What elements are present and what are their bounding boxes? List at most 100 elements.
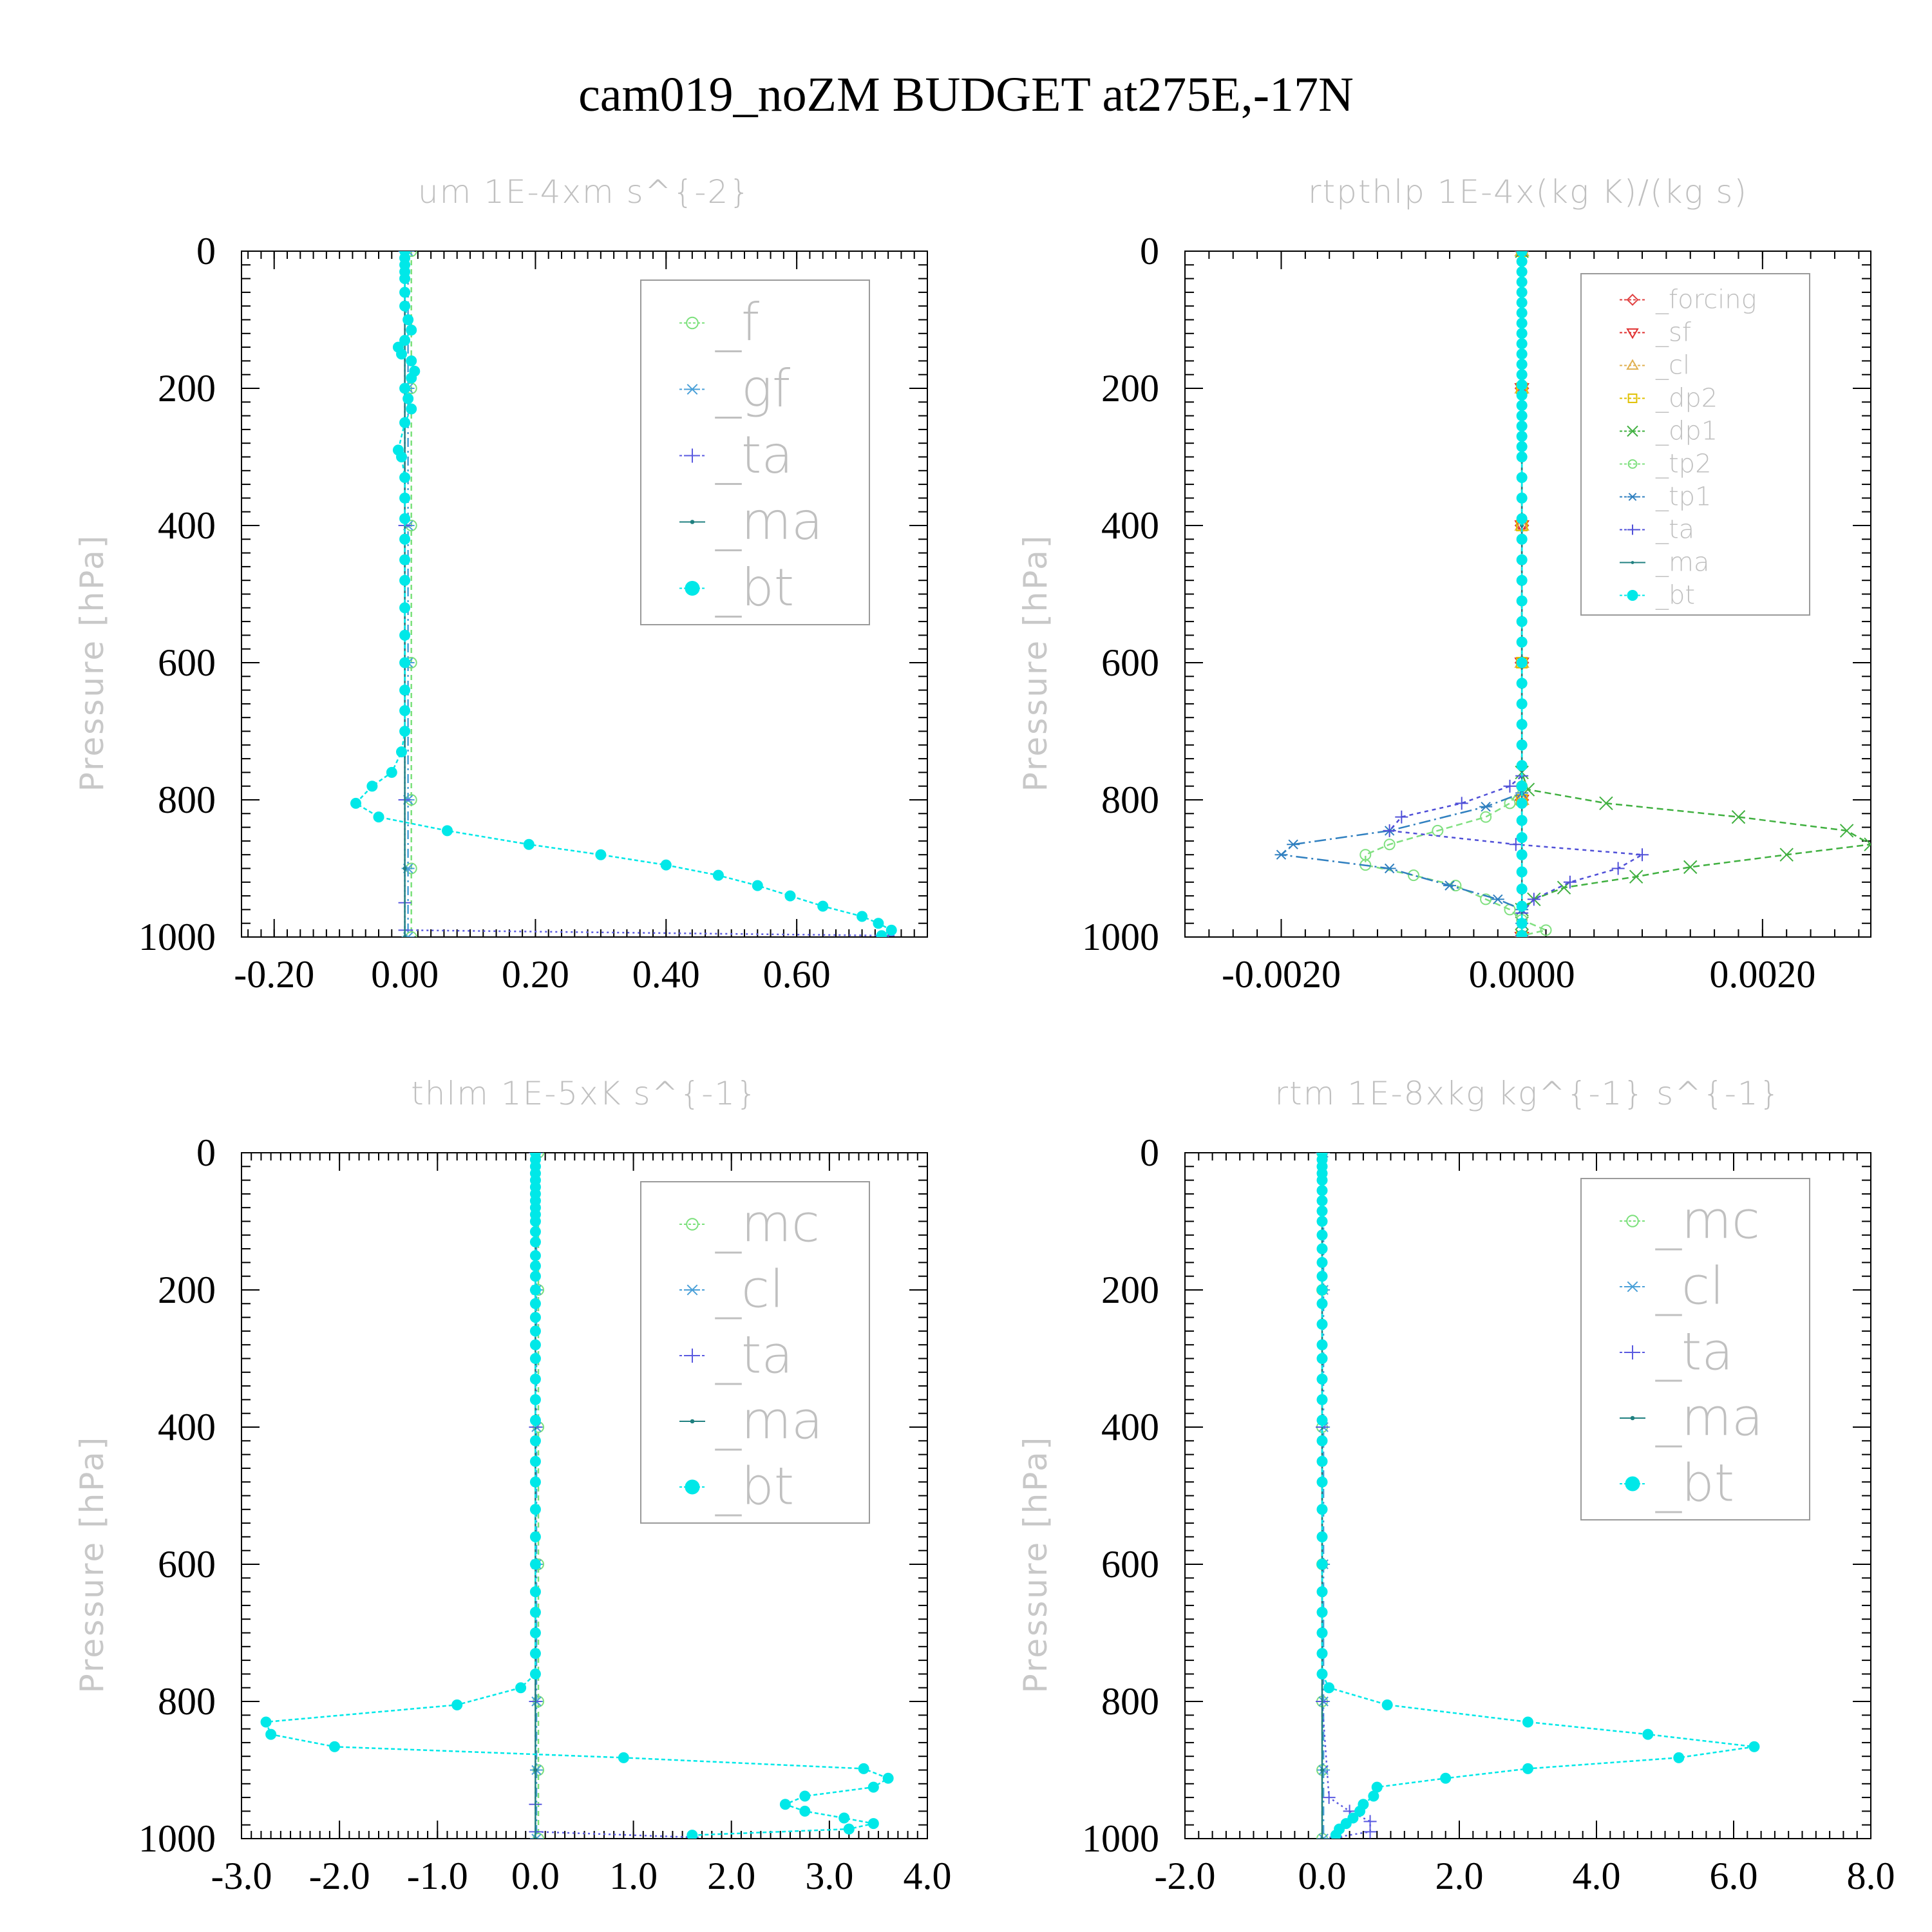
data-point-bt bbox=[1516, 677, 1528, 689]
data-point-bt bbox=[265, 1728, 277, 1740]
x-tick-label: 8.0 bbox=[1847, 1855, 1895, 1897]
data-point-dp1 bbox=[1731, 810, 1746, 824]
data-point-tp2 bbox=[1480, 893, 1492, 905]
data-point-bt bbox=[529, 1216, 541, 1227]
data-point-tp2 bbox=[1408, 869, 1419, 882]
data-point-bt bbox=[873, 918, 884, 929]
y-tick-label: 600 bbox=[1101, 1543, 1159, 1586]
legend: _f _gf_ta_ma _bt bbox=[640, 279, 870, 625]
data-point-bt bbox=[529, 1373, 541, 1385]
legend-label-ma: _ma bbox=[1655, 548, 1709, 578]
data-point-bt bbox=[1516, 338, 1528, 350]
data-point-bt bbox=[1748, 1741, 1760, 1752]
data-point-bt bbox=[858, 1763, 869, 1774]
data-point-bt bbox=[1316, 1607, 1328, 1618]
data-point-bt bbox=[1368, 1790, 1379, 1802]
data-point-bt bbox=[1316, 1195, 1328, 1207]
y-tick-label: 200 bbox=[158, 1269, 216, 1311]
data-point-bt bbox=[399, 657, 411, 668]
x-tick-label: 0.00 bbox=[371, 953, 439, 996]
data-point-bt bbox=[1516, 317, 1528, 329]
data-point-bt bbox=[399, 334, 411, 346]
plot-area bbox=[1274, 251, 1871, 937]
data-point-bt bbox=[1516, 348, 1528, 360]
data-point-tp1 bbox=[1274, 849, 1288, 860]
x-tick-label: 0.0 bbox=[1298, 1855, 1347, 1897]
data-point-bt bbox=[1516, 431, 1528, 442]
panel-title: thlm 1E-5xK s^{-1} bbox=[411, 1075, 758, 1112]
data-point-bt bbox=[1316, 1668, 1328, 1680]
data-point-bt bbox=[1316, 1353, 1328, 1364]
legend-marker-ta bbox=[685, 448, 699, 463]
data-point-bt bbox=[1516, 719, 1528, 730]
y-tick-label: 1000 bbox=[138, 1817, 216, 1860]
panel-title: rtm 1E-8xkg kg^{-1} s^{-1} bbox=[1274, 1075, 1781, 1112]
data-point-bt bbox=[406, 403, 417, 415]
data-point-bt bbox=[1516, 698, 1528, 710]
data-point-bt bbox=[1516, 533, 1528, 545]
data-point-bt bbox=[1330, 1830, 1341, 1839]
data-point-bt bbox=[1316, 1185, 1328, 1197]
data-point-bt bbox=[1516, 595, 1528, 607]
data-point-tp1 bbox=[1383, 863, 1396, 874]
x-tick-label: 0.0 bbox=[511, 1855, 560, 1897]
data-point-bt bbox=[1316, 1318, 1328, 1330]
data-point-bt bbox=[1316, 1627, 1328, 1638]
y-tick-label: 200 bbox=[1101, 367, 1159, 410]
legend-label-ta: _ta bbox=[715, 425, 793, 485]
data-point-bt bbox=[529, 1260, 541, 1272]
data-point-mc bbox=[532, 1833, 544, 1839]
legend-label-ta: _ta bbox=[1655, 515, 1694, 545]
x-tick-label: -3.0 bbox=[211, 1855, 272, 1897]
legend-marker-ta bbox=[1627, 524, 1638, 535]
legend-marker-mc bbox=[1626, 1215, 1639, 1227]
chart-panel-rtm: rtm 1E-8xkg kg^{-1} s^{-1} Pressure [hPa]… bbox=[1017, 1075, 1895, 1897]
data-point-ta bbox=[1509, 838, 1522, 851]
data-point-bt bbox=[1316, 1414, 1328, 1426]
data-point-bt bbox=[402, 314, 414, 325]
data-point-tp2 bbox=[1480, 811, 1492, 823]
x-tick-label: 0.40 bbox=[632, 953, 700, 996]
data-point-bt bbox=[529, 1627, 541, 1638]
x-tick-label: 6.0 bbox=[1710, 1855, 1758, 1897]
data-point-dp1 bbox=[1599, 796, 1613, 811]
legend-label-cl: _cl bbox=[1655, 1256, 1724, 1316]
legend-marker-bt bbox=[685, 581, 700, 596]
x-tick-label: -2.0 bbox=[309, 1855, 370, 1897]
y-tick-label: 800 bbox=[1101, 1680, 1159, 1723]
data-point-ta bbox=[1503, 779, 1517, 793]
data-point-dp1 bbox=[1779, 848, 1794, 862]
data-point-bt bbox=[1673, 1752, 1685, 1763]
data-point-bt bbox=[1516, 657, 1528, 668]
panel-title: um 1E-4xm s^{-2} bbox=[418, 173, 751, 211]
data-point-bt bbox=[1516, 492, 1528, 504]
data-point-bt bbox=[529, 1647, 541, 1659]
data-point-bt bbox=[1516, 451, 1528, 462]
data-point-bt bbox=[366, 781, 378, 792]
data-point-ta bbox=[1563, 875, 1577, 889]
data-point-bt bbox=[529, 1607, 541, 1618]
data-point-bt bbox=[1316, 1243, 1328, 1255]
data-point-bt bbox=[1516, 297, 1528, 308]
y-tick-label: 1000 bbox=[138, 916, 216, 958]
data-point-bt bbox=[882, 1772, 894, 1784]
legend-box bbox=[640, 279, 870, 625]
data-point-bt bbox=[529, 1339, 541, 1350]
plot-area bbox=[350, 251, 897, 937]
data-point-tp1 bbox=[1479, 801, 1493, 812]
chart-panel-um: um 1E-4xm s^{-2} Pressure [hPa] 0 200 400 600… bbox=[73, 173, 928, 996]
data-point-tp2 bbox=[1540, 924, 1552, 936]
data-point-bt bbox=[399, 533, 411, 545]
data-point-bt bbox=[1516, 410, 1528, 422]
y-tick-label: 800 bbox=[1101, 779, 1159, 821]
x-tick-label: 1.0 bbox=[609, 1855, 658, 1897]
data-point-bt bbox=[529, 1353, 541, 1364]
data-point-bt bbox=[886, 924, 897, 936]
data-point-bt bbox=[442, 825, 453, 837]
legend-label-f: _f bbox=[715, 292, 759, 352]
legend-marker-dp2 bbox=[1627, 393, 1638, 403]
legend-marker-bt bbox=[685, 1479, 700, 1495]
data-point-bt bbox=[1516, 797, 1528, 809]
data-point-ma bbox=[1320, 1837, 1324, 1839]
